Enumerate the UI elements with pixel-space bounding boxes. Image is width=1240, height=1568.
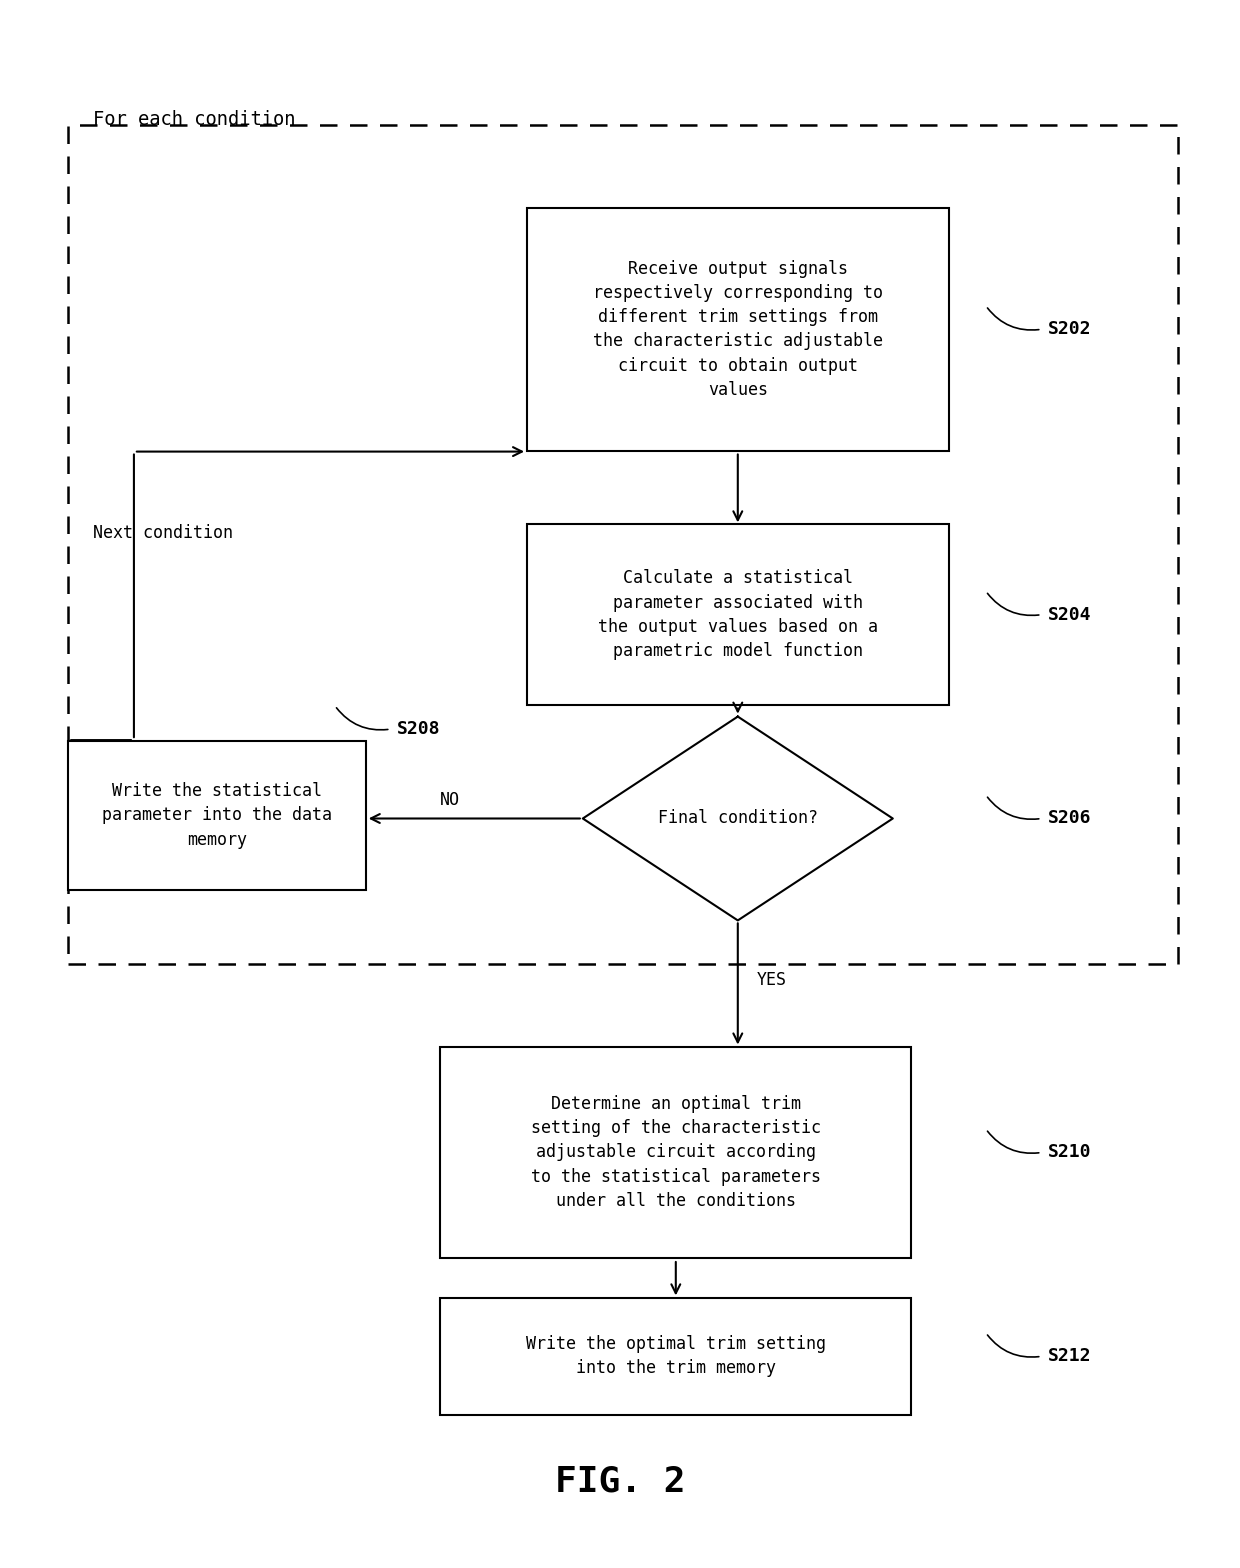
Text: Next condition: Next condition — [93, 524, 233, 543]
Text: Receive output signals
respectively corresponding to
different trim settings fro: Receive output signals respectively corr… — [593, 260, 883, 398]
Text: S202: S202 — [1048, 320, 1091, 339]
Text: Final condition?: Final condition? — [657, 809, 818, 828]
Text: Write the statistical
parameter into the data
memory: Write the statistical parameter into the… — [102, 782, 332, 848]
Text: NO: NO — [440, 790, 460, 809]
FancyBboxPatch shape — [68, 742, 366, 891]
FancyBboxPatch shape — [440, 1298, 911, 1414]
Text: Calculate a statistical
parameter associated with
the output values based on a
p: Calculate a statistical parameter associ… — [598, 569, 878, 660]
Text: S206: S206 — [1048, 809, 1091, 828]
Text: S210: S210 — [1048, 1143, 1091, 1162]
FancyBboxPatch shape — [527, 209, 949, 452]
Text: YES: YES — [756, 971, 786, 989]
Text: Write the optimal trim setting
into the trim memory: Write the optimal trim setting into the … — [526, 1336, 826, 1377]
Text: Determine an optimal trim
setting of the characteristic
adjustable circuit accor: Determine an optimal trim setting of the… — [531, 1094, 821, 1210]
Text: S204: S204 — [1048, 605, 1091, 624]
FancyBboxPatch shape — [527, 525, 949, 706]
Text: S208: S208 — [397, 720, 440, 739]
Text: FIG. 2: FIG. 2 — [554, 1465, 686, 1499]
Text: S212: S212 — [1048, 1347, 1091, 1366]
FancyBboxPatch shape — [440, 1047, 911, 1258]
Text: For each condition: For each condition — [93, 110, 295, 129]
